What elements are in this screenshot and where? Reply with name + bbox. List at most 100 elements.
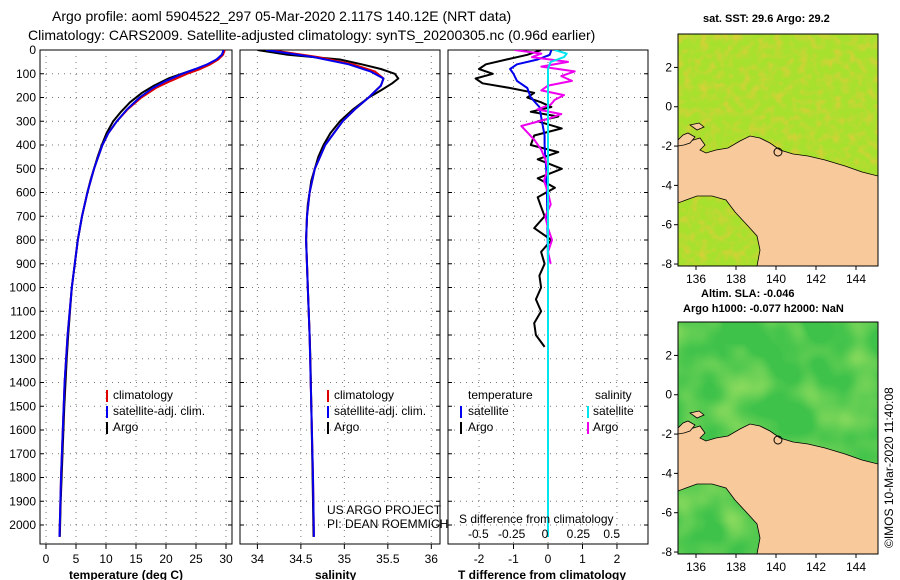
series-line: [265, 50, 385, 537]
sst-map-ticks: 136 138 140 142 144 2 0 -2 -4 -6 -8: [661, 60, 866, 286]
series-line: [514, 50, 576, 265]
x-tick-label: 34.5: [289, 552, 313, 566]
s-tick-label: 0.5: [603, 527, 620, 541]
depth-tick-label: 1200: [9, 328, 36, 342]
map-x-tick-label: 138: [726, 560, 746, 574]
x-tick-label: 30: [219, 552, 233, 566]
credit-line1: US ARGO PROJECT: [327, 503, 442, 517]
sst-map-profile-marker: [773, 147, 783, 157]
x-tick-label: 10: [99, 552, 113, 566]
x-tick-label: 20: [159, 552, 173, 566]
x-tick-label: -2: [474, 552, 485, 566]
legend-s-satellite: satellite: [593, 404, 634, 418]
x-tick-label: 35: [338, 552, 352, 566]
depth-tick-label: 1100: [10, 304, 36, 318]
legend-satellite-adj: satellite-adj. clim.: [334, 404, 426, 418]
map-y-tick-label: 0: [665, 388, 672, 402]
depth-tick-label: 0: [29, 43, 36, 57]
depth-tick-label: 400: [16, 138, 36, 152]
depth-tick-label: 1900: [9, 494, 36, 508]
depth-tick-label: 1800: [9, 471, 36, 485]
map-x-tick-label: 144: [846, 272, 866, 286]
x-tick-layer: 0 5 10 15 20 25 30 34 34.5 35 35.5 36 -2 -1 0 1 2 -0.5 -0.…: [43, 527, 621, 566]
panel-series-group: [474, 50, 576, 537]
depth-tick-label: 300: [16, 114, 36, 128]
x-tick-label: 34: [251, 552, 265, 566]
legend-climatology: climatology: [334, 388, 394, 402]
x-tick-label: 1: [579, 552, 586, 566]
depth-tick-label: 900: [16, 257, 36, 271]
x-tick-label: 2: [614, 552, 621, 566]
copyright-stamp: ©IMOS 10-Mar-2020 11:40:08: [882, 387, 896, 548]
sst-map-frame: [677, 33, 879, 267]
sla-map-land-cape: [678, 420, 696, 435]
sla-map-land-new-guinea: [678, 423, 878, 554]
difference-legend: temperature salinity satellite Argo sate…: [460, 388, 634, 434]
sst-map-land-new-guinea: [678, 135, 878, 266]
sst-map: [678, 34, 878, 266]
s-tick-label: 0: [542, 527, 549, 541]
depth-tick-label: 2000: [9, 518, 36, 532]
salinity-panel-frame: [239, 49, 441, 545]
map-x-tick-label: 142: [806, 560, 826, 574]
map-y-tick-label: -6: [661, 506, 672, 520]
sla-map-title-line1: Altim. SLA: -0.046: [701, 288, 795, 300]
depth-tick-label: 1700: [9, 447, 36, 461]
sst-map-title: sat. SST: 29.6 Argo: 29.2: [703, 13, 830, 25]
x-tick-label: 0: [43, 552, 50, 566]
sst-map-land-island: [689, 122, 705, 131]
sla-map-ticks: 136 138 140 142 144 2 0 -2 -4 -6 -8: [661, 348, 866, 574]
chart-title-line2: Climatology: CARS2009. Satellite-adjuste…: [28, 27, 595, 43]
legend-satellite-adj: satellite-adj. clim.: [113, 404, 205, 418]
map-x-tick-label: 142: [806, 272, 826, 286]
x-tick-label: 36: [425, 552, 439, 566]
legend-argo: Argo: [113, 420, 139, 434]
depth-tick-label: 1500: [9, 399, 36, 413]
depth-tick-label: 1000: [9, 281, 36, 295]
map-y-tick-label: 2: [665, 348, 672, 362]
sla-map-title-line2: Argo h1000: -0.077 h2000: NaN: [683, 303, 844, 315]
x-tick-label: 5: [73, 552, 80, 566]
map-y-tick-label: -8: [661, 545, 672, 559]
depth-tick-label: 600: [16, 186, 36, 200]
chart-title-line1: Argo profile: aoml 5904522_297 05-Mar-20…: [52, 8, 511, 24]
series-line: [270, 50, 385, 537]
map-y-tick-label: -2: [661, 427, 672, 441]
x-tick-label: 25: [189, 552, 203, 566]
depth-tick-label: 200: [16, 91, 36, 105]
map-y-tick-label: -2: [661, 139, 672, 153]
map-y-tick-label: -6: [661, 218, 672, 232]
series-line: [58, 50, 226, 537]
legend-t-satellite: satellite: [468, 404, 509, 418]
s-tick-label: 0.25: [567, 527, 591, 541]
map-x-tick-label: 136: [686, 272, 706, 286]
series-line: [58, 50, 225, 537]
panel-series-group: [58, 50, 226, 537]
s-tick-label: -0.5: [468, 527, 489, 541]
depth-tick-label: 100: [16, 67, 36, 81]
depth-tick-label: 1400: [9, 376, 36, 390]
x-tick-label: -1: [508, 552, 519, 566]
x-tick-label: 35.5: [376, 552, 400, 566]
depth-tick-label: 800: [16, 233, 36, 247]
map-y-tick-label: -4: [661, 466, 672, 480]
sla-map: [678, 322, 878, 554]
legend-temperature-title: temperature: [468, 388, 533, 402]
map-x-tick-label: 138: [726, 272, 746, 286]
series-line: [547, 50, 568, 537]
map-y-tick-label: -8: [661, 257, 672, 271]
sla-map-profile-marker: [773, 435, 783, 445]
credit-line2: PI: DEAN ROEMMICH: [327, 517, 448, 531]
x-tick-label: 0: [545, 552, 552, 566]
depth-tick-label: 1600: [9, 423, 36, 437]
sla-map-frame: [677, 321, 879, 555]
salinity-xlabel: salinity: [315, 568, 357, 580]
map-y-tick-label: 0: [665, 100, 672, 114]
s-difference-label: S difference from climatology: [459, 512, 614, 526]
x-tick-label: 15: [129, 552, 143, 566]
panel-series-group: [257, 50, 400, 537]
map-y-tick-label: -4: [661, 178, 672, 192]
sla-map-land-island: [689, 410, 705, 419]
temperature-xlabel: temperature (deg C): [69, 568, 183, 580]
